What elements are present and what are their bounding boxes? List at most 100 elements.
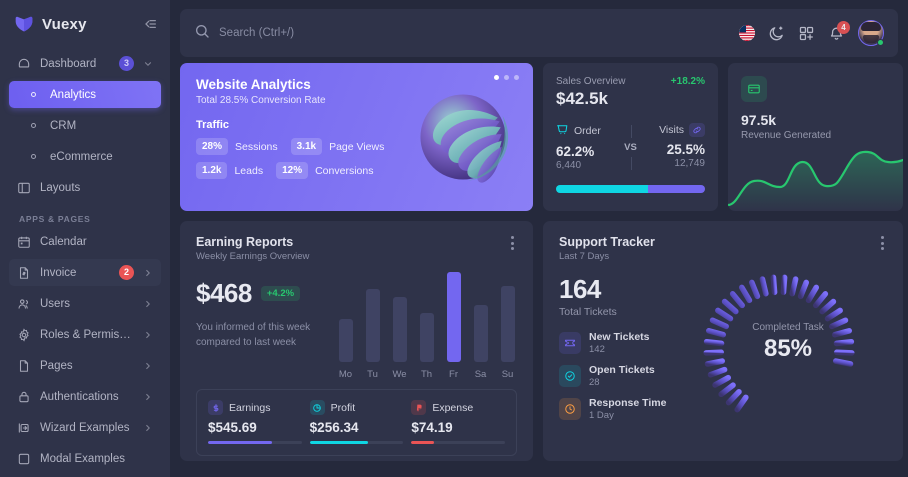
bar-su[interactable] [500,286,515,362]
revenue-area-chart [728,139,903,211]
credit-card-icon [741,76,767,102]
sales-comparison: Order 62.2% 6,440 VS Visits [556,123,705,171]
list-item-label: Open Tickets [589,364,655,376]
list-item-label: Response Time [589,397,667,409]
support-list: New Tickets 142 Open Tickets [559,331,689,421]
bell-icon[interactable]: 4 [828,20,850,42]
search-input[interactable]: Search (Ctrl+/) [194,23,739,44]
sidebar-item-users[interactable]: Users [9,290,161,317]
list-item[interactable]: Response Time 1 Day [559,397,689,421]
gauge-ticks [703,274,855,413]
stat-label-sessions: Sessions [235,140,278,153]
file-icon [17,359,31,373]
chevron-right-icon[interactable] [143,423,153,433]
sidebar-item-crm[interactable]: CRM [9,112,161,139]
sales-order-count: 6,440 [556,160,582,171]
chevron-right-icon[interactable] [143,392,153,402]
us-flag-icon[interactable] [739,25,755,41]
bar-mo[interactable] [338,318,353,362]
sidebar-item-ecommerce[interactable]: eCommerce [9,143,161,170]
earning-summary: $468 +4.2% You informed of this week com… [196,272,330,380]
main-content: Search (Ctrl+/) [170,0,908,477]
cart-icon [556,123,569,139]
stat-label: Profit [330,401,356,414]
carousel-dot-3[interactable] [514,75,519,80]
clock-icon [559,398,581,420]
bar-column: Su [498,272,517,380]
sidebar-item-wizard-examples[interactable]: Wizard Examples [9,414,161,441]
sales-order-percent: 62.2% [556,144,595,159]
sidebar-item-invoice[interactable]: Invoice 2 [9,259,161,286]
support-tracker-card: Support Tracker Last 7 Days 164 Total Ti… [543,221,903,461]
sidebar-nav: Dashboard 3 Analytics CRM eCommerce [0,48,170,477]
sidebar-item-modal-examples[interactable]: Modal Examples [9,445,161,472]
sales-visits-count: 12,749 [674,158,705,169]
kebab-menu-icon[interactable] [508,235,517,254]
gauge-caption: Completed Task [752,322,824,333]
bar-th[interactable] [419,313,434,362]
circle-dot-icon [31,154,36,159]
ticket-icon [559,332,581,354]
carousel-dot-2[interactable] [504,75,509,80]
sidebar-item-dashboard[interactable]: Dashboard 3 [9,50,161,77]
chevron-down-icon[interactable] [143,59,153,69]
total-tickets-label: Total Tickets [559,306,617,318]
calendar-icon [17,235,31,249]
sidebar-item-roles-permissions[interactable]: Roles & Permissions [9,321,161,348]
stat-value-page-views: 3.1k [290,138,323,155]
carousel-dot-1[interactable] [494,75,499,80]
website-analytics-card: Website Analytics Total 28.5% Conversion… [180,63,533,211]
sidebar-collapse-icon[interactable] [142,16,158,32]
dollar-icon [208,400,223,415]
navbar-actions: 4 [739,20,884,46]
sales-visits-label: Visits [659,124,684,136]
chevron-right-icon[interactable] [143,268,153,278]
sidebar-item-analytics[interactable]: Analytics [9,81,161,108]
sidebar-item-label: Layouts [40,181,81,194]
support-tracker-header: Support Tracker Last 7 Days [559,235,887,262]
sidebar-item-pages[interactable]: Pages [9,352,161,379]
bar-label: We [392,369,407,380]
search-icon [194,23,210,44]
stat-expense: Expense $74.19 [411,400,506,444]
support-summary: 164 Total Tickets New Tickets 142 [559,274,689,426]
moon-icon[interactable] [768,25,785,42]
brand-name: Vuexy [42,15,87,33]
bar-label: Fr [449,369,458,380]
bar-we[interactable] [392,297,407,362]
bar-column: Th [417,272,436,380]
earning-stats: Earnings $545.69 Profit [196,389,517,456]
list-item[interactable]: New Tickets 142 [559,331,689,355]
avatar[interactable] [858,20,884,46]
carousel-dots[interactable] [494,75,519,80]
bar-label: Su [501,369,514,380]
bar-column: Mo [336,272,355,380]
sidebar-item-layouts[interactable]: Layouts [9,174,161,201]
heart-logo-icon [14,14,34,34]
card-title: Support Tracker [559,235,655,249]
list-item-count: 28 [589,377,600,388]
chevron-right-icon[interactable] [143,361,153,371]
stat-progress [208,441,302,444]
sales-bar-order [556,185,649,193]
sidebar: Vuexy Dashboard 3 Analytics [0,0,170,477]
bar-fr[interactable] [446,272,461,362]
users-icon [17,297,31,311]
bar-sa[interactable] [473,304,488,362]
bar-label: Mo [338,369,353,380]
chevron-right-icon[interactable] [143,299,153,309]
kebab-menu-icon[interactable] [878,235,887,254]
layout-icon [17,181,31,195]
stat-value: $74.19 [411,420,453,435]
list-item[interactable]: Open Tickets 28 [559,364,689,388]
sidebar-item-calendar[interactable]: Calendar [9,228,161,255]
gauge-value: 85% [763,335,813,362]
sidebar-badge-dashboard: 3 [119,56,134,71]
chevron-right-icon[interactable] [143,330,153,340]
sidebar-item-authentications[interactable]: Authentications [9,383,161,410]
grid-apps-icon[interactable] [798,25,815,42]
lock-icon [17,390,31,404]
stat-progress [309,441,404,444]
bar-tu[interactable] [365,288,380,362]
sales-order-label: Order [574,125,601,137]
